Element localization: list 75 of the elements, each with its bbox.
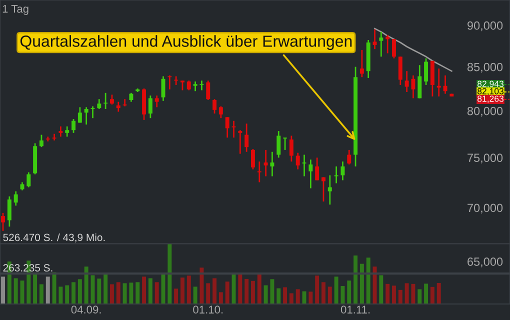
candlestick (1, 212, 5, 232)
candlestick (379, 31, 384, 58)
candlestick (340, 160, 345, 181)
candlestick (334, 166, 338, 184)
candlestick (424, 58, 428, 86)
candlestick (46, 136, 50, 142)
candlestick (315, 156, 320, 181)
candlestick (276, 130, 281, 158)
candlestick (200, 80, 204, 91)
candlestick (238, 129, 242, 154)
x-tick-label: 01.10. (193, 306, 223, 314)
candlestick (398, 56, 402, 86)
candlestick (250, 148, 255, 170)
y-tick-label: 526.470 S. (3, 234, 52, 242)
candlestick (148, 94, 152, 119)
annotation: Quartalszahlen und Ausblick über Erwartungen (20, 35, 352, 50)
candlestick (84, 106, 88, 126)
candlestick (392, 38, 396, 60)
candlestick (65, 126, 70, 138)
candlestick (270, 151, 274, 177)
candlestick (264, 149, 268, 177)
candlestick (360, 49, 364, 78)
y-tick-label: 80,000 (467, 106, 503, 117)
candlestick (372, 28, 377, 50)
candlestick (7, 196, 12, 228)
y-tick-label: 263.235 S. (3, 264, 52, 272)
candlestick (58, 126, 63, 138)
ref-line-label: 81,263 (478, 96, 504, 103)
candlestick (122, 98, 127, 107)
candlestick (180, 80, 184, 91)
candlestick (193, 80, 198, 92)
candlestick (104, 92, 108, 110)
ref-line-label: 82,943 (478, 80, 504, 88)
candlestick (283, 136, 288, 151)
ref-line-label: 82,103 (478, 88, 504, 96)
candlestick (14, 190, 18, 206)
candlestick (154, 94, 159, 108)
candlestick (328, 174, 332, 206)
candlestick (39, 134, 44, 148)
candlestick (257, 160, 262, 183)
candlestick (225, 116, 230, 138)
candlestick (218, 106, 223, 119)
candlestick (302, 154, 306, 177)
candlestick (97, 98, 102, 110)
candlestick (78, 106, 82, 124)
candlestick (116, 101, 120, 112)
candlestick (418, 64, 422, 99)
chart-subtitle: 1 Tag (2, 4, 28, 15)
x-tick-label: 01.11. (340, 306, 370, 314)
candlestick (244, 122, 249, 153)
candlestick (72, 118, 76, 134)
y-tick-label: 90,000 (468, 21, 503, 32)
candlestick (411, 74, 416, 99)
candlestick (206, 80, 210, 101)
candlestick (386, 34, 390, 54)
candlestick (212, 98, 217, 114)
annotation: / 43,9 Mio. (56, 233, 105, 242)
candlestick (308, 158, 313, 189)
y-tick-label: 75,000 (468, 154, 503, 164)
candlestick (110, 94, 114, 106)
candlestick (443, 74, 448, 94)
y-tick-label: 85,000 (467, 62, 503, 73)
candlestick (186, 80, 191, 91)
line-series (374, 28, 452, 72)
candlestick (347, 149, 352, 166)
y-tick-label: 65,000 (468, 258, 503, 268)
candlestick (90, 106, 95, 119)
candlestick (296, 152, 300, 170)
y-tick-label: 70,000 (468, 204, 503, 214)
candlestick (174, 76, 178, 86)
candlestick (232, 120, 236, 138)
candlestick (404, 70, 409, 93)
candlestick (26, 172, 31, 188)
candlestick (289, 135, 294, 162)
x-tick-label: 04.09. (71, 306, 101, 314)
